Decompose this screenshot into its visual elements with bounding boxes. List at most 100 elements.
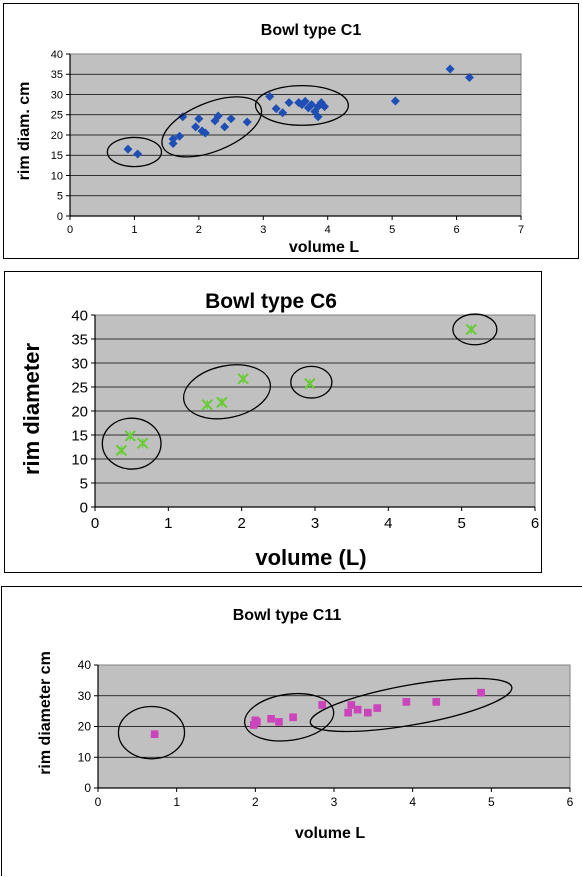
data-point — [390, 96, 400, 106]
data-point — [216, 396, 228, 409]
chart-c6-svg: Bowl type C6 rim diameter volume (L) 0 5 1… — [19, 290, 539, 570]
data-point — [194, 114, 204, 124]
data-point — [123, 144, 133, 154]
data-point — [253, 718, 261, 726]
chart-c11-xlabel: volume L — [295, 825, 365, 842]
data-point — [313, 112, 323, 122]
x-tick-label: 6 — [454, 224, 460, 236]
x-tick-label: 4 — [384, 515, 392, 532]
x-tick-label: 1 — [164, 515, 172, 532]
chart-c1-plot: 0 5 10 15 20 25 30 35 40 0 1 2 3 4 5 6 7 — [51, 49, 524, 236]
cluster-ellipse — [290, 365, 333, 399]
data-point — [175, 131, 185, 141]
chart-c11-plot: 0 10 20 30 40 0 1 2 3 4 5 6 — [78, 658, 574, 809]
data-point — [364, 708, 372, 717]
x-tick-label: 1 — [131, 224, 137, 236]
y-tick-label: 15 — [71, 427, 88, 444]
x-tick-label: 6 — [531, 515, 539, 532]
x-tick-label: 3 — [311, 515, 319, 532]
y-tick-label: 0 — [80, 499, 88, 516]
data-point — [133, 149, 143, 159]
x-tick-label: 3 — [260, 224, 266, 236]
data-point — [465, 323, 477, 336]
x-tick-label: 6 — [567, 795, 574, 809]
chart-panel-c11: Bowl type C11 rim diameter cm volume L 0… — [1, 586, 582, 876]
data-point — [220, 122, 230, 132]
data-point — [271, 104, 281, 114]
chart-c1-svg: Bowl type C1 rim diam. cm volume L 05101… — [16, 22, 524, 256]
x-tick-label: 5 — [457, 515, 465, 532]
data-point — [265, 92, 275, 102]
y-tick-label: 25 — [51, 110, 63, 122]
data-point — [124, 430, 136, 442]
data-point — [344, 708, 352, 717]
chart-c1-ylabel: rim diam. cm — [16, 82, 33, 181]
x-tick-label: 7 — [518, 224, 524, 236]
y-tick-label: 30 — [51, 89, 63, 101]
data-point — [150, 730, 159, 739]
x-tick-label: 5 — [488, 795, 495, 809]
chart-c11-title: Bowl type C11 — [233, 607, 342, 624]
cluster-ellipse — [106, 136, 163, 168]
x-tick-label: 0 — [91, 515, 99, 532]
data-point — [353, 705, 362, 714]
cluster-ellipse — [117, 705, 186, 760]
x-tick-label: 1 — [173, 795, 180, 809]
cluster-ellipse — [243, 692, 335, 742]
x-tick-label: 4 — [409, 795, 416, 809]
data-point — [242, 117, 252, 127]
data-point — [304, 377, 316, 390]
data-point — [213, 111, 223, 121]
data-point — [289, 713, 297, 722]
chart-panel-c6: Bowl type C6 rim diameter volume (L) 0 5 1… — [4, 271, 542, 573]
cluster-ellipse — [309, 677, 513, 733]
data-point — [191, 122, 201, 132]
x-tick-label: 0 — [67, 224, 73, 236]
data-point — [373, 704, 382, 712]
data-point — [278, 108, 288, 118]
chart-c1-xlabel: volume L — [289, 239, 359, 256]
data-point — [284, 98, 294, 108]
data-point — [319, 102, 329, 112]
y-tick-label: 40 — [78, 658, 92, 672]
y-tick-label: 35 — [71, 331, 88, 348]
x-tick-label: 3 — [331, 795, 338, 809]
data-point — [275, 718, 283, 726]
chart-c6-plot: 0 5 10 15 20 25 30 35 40 0 1 2 3 4 5 6 — [71, 307, 539, 532]
y-tick-label: 20 — [51, 130, 63, 142]
y-tick-label: 35 — [51, 69, 63, 81]
data-point — [267, 714, 275, 723]
y-tick-label: 10 — [71, 451, 88, 468]
data-point — [201, 399, 213, 411]
cluster-ellipse — [452, 313, 498, 346]
y-tick-label: 30 — [78, 689, 92, 703]
data-point — [237, 373, 249, 385]
chart-c11-svg: Bowl type C11 rim diameter cm volume L 0… — [37, 607, 574, 842]
x-tick-label: 0 — [95, 795, 102, 809]
y-tick-label: 40 — [71, 307, 88, 324]
data-point — [136, 437, 149, 449]
cluster-ellipse — [182, 364, 272, 420]
x-tick-label: 2 — [196, 224, 202, 236]
y-tick-label: 0 — [57, 211, 63, 223]
data-point — [464, 72, 474, 82]
x-tick-label: 2 — [252, 795, 259, 809]
data-point — [347, 701, 356, 709]
y-tick-label: 10 — [78, 750, 92, 764]
y-tick-label: 20 — [78, 720, 92, 734]
cluster-ellipse — [161, 96, 263, 158]
data-point — [226, 114, 236, 124]
chart-panel-c1: Bowl type C1 rim diam. cm volume L 0 5 10 1… — [3, 3, 579, 259]
y-tick-label: 10 — [51, 170, 63, 182]
data-point — [168, 134, 178, 144]
data-point — [445, 64, 455, 74]
data-point — [477, 688, 485, 697]
y-tick-label: 15 — [51, 150, 63, 162]
y-tick-label: 5 — [57, 191, 63, 203]
cluster-ellipse — [254, 84, 349, 126]
chart-c1-title: Bowl type C1 — [261, 22, 362, 39]
data-point — [178, 112, 188, 122]
chart-c11-ylabel: rim diameter cm — [37, 651, 54, 775]
x-tick-label: 2 — [237, 515, 245, 532]
data-point — [115, 444, 128, 457]
